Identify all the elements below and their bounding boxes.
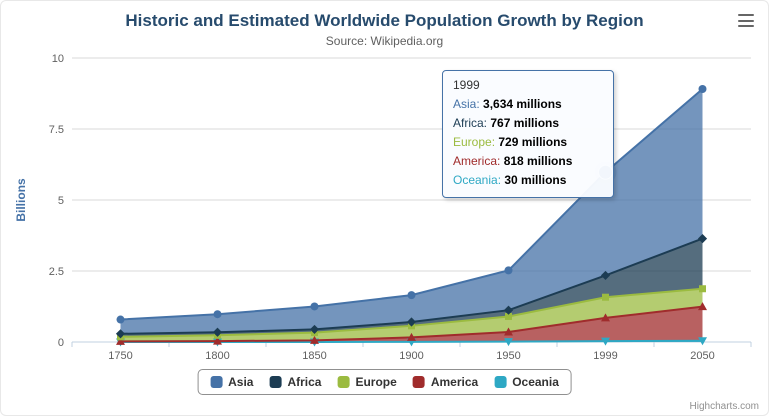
legend-item-africa[interactable]: Africa — [269, 375, 321, 389]
tooltip-row-oceania: Oceania: 30 millions — [453, 171, 603, 190]
legend-swatch-oceania — [494, 376, 507, 388]
series-america[interactable] — [116, 302, 707, 345]
point-marker[interactable] — [504, 266, 513, 275]
y-axis-title: Billions — [14, 178, 28, 222]
tooltip-row-africa: Africa: 767 millions — [453, 114, 603, 133]
point-marker[interactable] — [309, 324, 320, 335]
tooltip-series-value: 30 millions — [504, 173, 567, 187]
point-marker[interactable] — [116, 336, 125, 345]
tooltip-series-value: 767 millions — [490, 116, 560, 130]
point-marker[interactable] — [212, 327, 223, 337]
point-marker[interactable] — [213, 310, 222, 319]
tooltip-series-name: Europe: — [453, 135, 499, 149]
point-marker[interactable] — [698, 302, 707, 311]
tooltip-series-name: America: — [453, 154, 504, 168]
legend-label: Oceania — [512, 375, 559, 389]
chart-subtitle: Source: Wikipedia.org — [325, 34, 444, 48]
x-tick-label: 1950 — [496, 350, 520, 362]
legend-label: Europe — [355, 375, 397, 389]
y-tick-label: 7.5 — [49, 124, 64, 136]
point-marker[interactable] — [601, 337, 610, 346]
hamburger-bar — [738, 19, 754, 22]
tooltip-row-europe: Europe: 729 millions — [453, 133, 603, 152]
point-marker[interactable] — [602, 293, 609, 301]
point-marker[interactable] — [504, 338, 513, 347]
x-tick-label: 1999 — [593, 350, 617, 362]
tooltip-row-asia: Asia: 3,634 millions — [453, 95, 603, 114]
point-marker[interactable] — [698, 337, 707, 346]
point-marker[interactable] — [406, 317, 417, 327]
point-marker[interactable] — [407, 291, 416, 300]
series-africa[interactable] — [115, 233, 708, 339]
point-marker[interactable] — [505, 312, 512, 320]
point-marker[interactable] — [600, 270, 611, 281]
point-marker[interactable] — [503, 305, 514, 315]
tooltip-row-america: America: 818 millions — [453, 152, 603, 171]
y-tick-label: 10 — [52, 53, 64, 65]
point-marker[interactable] — [407, 332, 416, 341]
legend-item-america[interactable]: America — [412, 375, 479, 389]
legend-swatch-america — [412, 376, 425, 388]
point-marker[interactable] — [601, 313, 610, 322]
series-area-asia — [120, 88, 703, 334]
legend-label: America — [430, 375, 479, 389]
point-marker[interactable] — [697, 233, 708, 244]
legend-swatch-africa — [269, 376, 282, 388]
point-marker[interactable] — [504, 327, 513, 336]
y-tick-label: 5 — [58, 195, 64, 207]
x-tick-label: 1800 — [205, 350, 229, 362]
tooltip-series-name: Africa: — [453, 116, 491, 130]
point-marker[interactable] — [116, 315, 125, 324]
point-marker[interactable] — [115, 329, 126, 339]
chart-title: Historic and Estimated Worldwide Populat… — [125, 11, 644, 30]
point-marker[interactable] — [310, 302, 319, 311]
series-area-america — [120, 306, 703, 342]
legend-item-oceania[interactable]: Oceania — [494, 375, 559, 389]
legend-swatch-europe — [337, 376, 350, 388]
x-tick-label: 1900 — [399, 350, 423, 362]
tooltip-series-value: 3,634 millions — [483, 97, 562, 111]
x-tick-label: 1850 — [302, 350, 326, 362]
tooltip: 1999 Asia: 3,634 millions Africa: 767 mil… — [442, 70, 614, 198]
x-tick-label: 1750 — [108, 350, 132, 362]
legend-swatch-asia — [210, 376, 223, 388]
tooltip-series-value: 818 millions — [503, 154, 573, 168]
tooltip-series-name: Asia: — [453, 97, 484, 111]
y-tick-label: 2.5 — [49, 266, 64, 278]
context-menu-icon[interactable] — [738, 14, 754, 27]
tooltip-rows: Asia: 3,634 millions Africa: 767 millions… — [453, 95, 603, 190]
point-marker[interactable] — [698, 84, 707, 93]
legend-item-asia[interactable]: Asia — [210, 375, 253, 389]
x-tick-label: 2050 — [690, 350, 714, 362]
series-area-africa — [120, 238, 703, 337]
hamburger-bar — [738, 25, 754, 27]
hamburger-bar — [738, 14, 754, 16]
credits-link[interactable]: Highcharts.com — [689, 401, 759, 412]
y-tick-label: 0 — [58, 337, 64, 349]
legend-label: Africa — [287, 375, 322, 389]
legend-label: Asia — [228, 375, 254, 389]
tooltip-series-name: Oceania: — [453, 173, 505, 187]
point-marker[interactable] — [310, 335, 319, 344]
point-marker[interactable] — [213, 336, 222, 345]
tooltip-series-value: 729 millions — [498, 135, 568, 149]
legend-item-europe[interactable]: Europe — [337, 375, 397, 389]
tooltip-header: 1999 — [453, 78, 480, 92]
legend: Asia Africa Europe America Oceania — [197, 369, 572, 395]
point-marker[interactable] — [699, 285, 706, 293]
